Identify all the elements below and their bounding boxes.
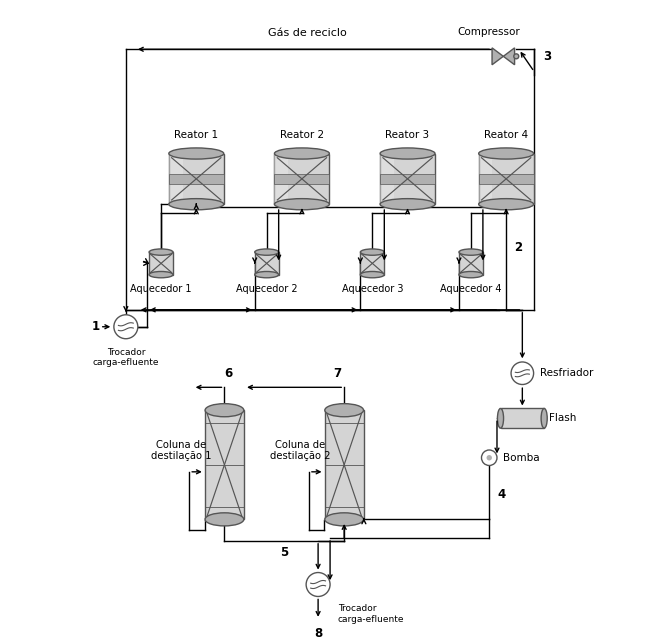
Circle shape	[114, 315, 138, 339]
Text: 7: 7	[333, 367, 341, 380]
Text: Resfriador: Resfriador	[540, 368, 593, 378]
Ellipse shape	[325, 404, 363, 417]
Circle shape	[486, 455, 492, 460]
Text: Coluna de
destilação 1: Coluna de destilação 1	[150, 440, 211, 462]
Text: 1: 1	[92, 320, 100, 333]
FancyBboxPatch shape	[169, 174, 224, 184]
Ellipse shape	[380, 148, 435, 159]
FancyBboxPatch shape	[478, 154, 534, 204]
Text: Trocador
carga-efluente: Trocador carga-efluente	[92, 348, 159, 367]
Ellipse shape	[361, 249, 384, 255]
Ellipse shape	[255, 271, 279, 278]
Text: 2: 2	[514, 241, 523, 255]
Text: Flash: Flash	[549, 413, 577, 423]
FancyBboxPatch shape	[149, 252, 173, 275]
FancyBboxPatch shape	[255, 252, 279, 275]
Ellipse shape	[149, 249, 173, 255]
FancyBboxPatch shape	[169, 154, 224, 204]
Ellipse shape	[255, 249, 279, 255]
Ellipse shape	[541, 408, 547, 428]
Text: 4: 4	[497, 488, 506, 501]
FancyBboxPatch shape	[380, 154, 394, 204]
FancyBboxPatch shape	[478, 174, 534, 184]
FancyBboxPatch shape	[325, 410, 333, 520]
Ellipse shape	[478, 199, 534, 210]
Text: Aquecedor 3: Aquecedor 3	[342, 284, 403, 294]
Text: 6: 6	[224, 367, 232, 380]
Circle shape	[514, 54, 519, 59]
Circle shape	[511, 362, 534, 385]
FancyBboxPatch shape	[380, 174, 435, 184]
Text: Aquecedor 4: Aquecedor 4	[440, 284, 502, 294]
FancyBboxPatch shape	[501, 408, 544, 428]
Ellipse shape	[149, 271, 173, 278]
Text: 5: 5	[280, 547, 288, 559]
FancyBboxPatch shape	[380, 154, 435, 204]
Ellipse shape	[459, 249, 483, 255]
Text: Reator 1: Reator 1	[174, 130, 218, 140]
Ellipse shape	[380, 199, 435, 210]
Text: Coluna de
destilação 2: Coluna de destilação 2	[270, 440, 331, 462]
Ellipse shape	[169, 148, 224, 159]
FancyBboxPatch shape	[275, 174, 329, 184]
Text: Reator 3: Reator 3	[385, 130, 430, 140]
FancyBboxPatch shape	[169, 154, 182, 204]
Ellipse shape	[169, 199, 224, 210]
FancyBboxPatch shape	[361, 252, 384, 275]
Polygon shape	[492, 48, 503, 65]
FancyBboxPatch shape	[205, 410, 213, 520]
Ellipse shape	[325, 513, 363, 526]
FancyBboxPatch shape	[275, 154, 329, 204]
Circle shape	[482, 450, 497, 466]
FancyBboxPatch shape	[325, 410, 363, 520]
Ellipse shape	[275, 148, 329, 159]
Text: Trocador
carga-efluente: Trocador carga-efluente	[338, 604, 404, 624]
Circle shape	[306, 572, 330, 597]
Ellipse shape	[361, 271, 384, 278]
Text: Reator 4: Reator 4	[484, 130, 528, 140]
FancyBboxPatch shape	[275, 154, 288, 204]
Text: 3: 3	[544, 50, 551, 63]
FancyBboxPatch shape	[459, 252, 483, 275]
Ellipse shape	[205, 513, 244, 526]
Ellipse shape	[497, 408, 504, 428]
Polygon shape	[503, 48, 514, 65]
Text: 8: 8	[314, 627, 322, 640]
Ellipse shape	[205, 404, 244, 417]
Text: Bomba: Bomba	[503, 453, 540, 463]
FancyBboxPatch shape	[478, 154, 492, 204]
Ellipse shape	[478, 148, 534, 159]
Text: Compressor: Compressor	[458, 26, 521, 37]
Ellipse shape	[275, 199, 329, 210]
Text: Aquecedor 1: Aquecedor 1	[130, 284, 192, 294]
Text: Gás de reciclo: Gás de reciclo	[268, 28, 347, 38]
Text: Aquecedor 2: Aquecedor 2	[236, 284, 298, 294]
Ellipse shape	[459, 271, 483, 278]
FancyBboxPatch shape	[205, 410, 244, 520]
Text: Reator 2: Reator 2	[280, 130, 324, 140]
